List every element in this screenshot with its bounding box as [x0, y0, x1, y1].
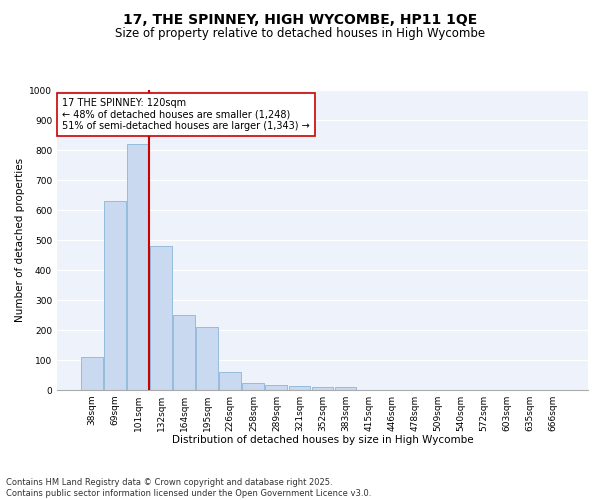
Bar — [81, 357, 103, 390]
Text: 17, THE SPINNEY, HIGH WYCOMBE, HP11 1QE: 17, THE SPINNEY, HIGH WYCOMBE, HP11 1QE — [123, 12, 477, 26]
Bar — [104, 201, 126, 390]
Text: Size of property relative to detached houses in High Wycombe: Size of property relative to detached ho… — [115, 28, 485, 40]
Bar — [242, 382, 265, 390]
X-axis label: Distribution of detached houses by size in High Wycombe: Distribution of detached houses by size … — [172, 436, 473, 446]
Bar — [265, 384, 287, 390]
Bar — [335, 387, 356, 390]
Bar — [196, 327, 218, 390]
Text: 17 THE SPINNEY: 120sqm
← 48% of detached houses are smaller (1,248)
51% of semi-: 17 THE SPINNEY: 120sqm ← 48% of detached… — [62, 98, 310, 130]
Bar — [311, 387, 334, 390]
Bar — [220, 372, 241, 390]
Text: Contains HM Land Registry data © Crown copyright and database right 2025.
Contai: Contains HM Land Registry data © Crown c… — [6, 478, 371, 498]
Y-axis label: Number of detached properties: Number of detached properties — [15, 158, 25, 322]
Bar — [127, 144, 149, 390]
Bar — [150, 246, 172, 390]
Bar — [289, 386, 310, 390]
Bar — [173, 315, 195, 390]
